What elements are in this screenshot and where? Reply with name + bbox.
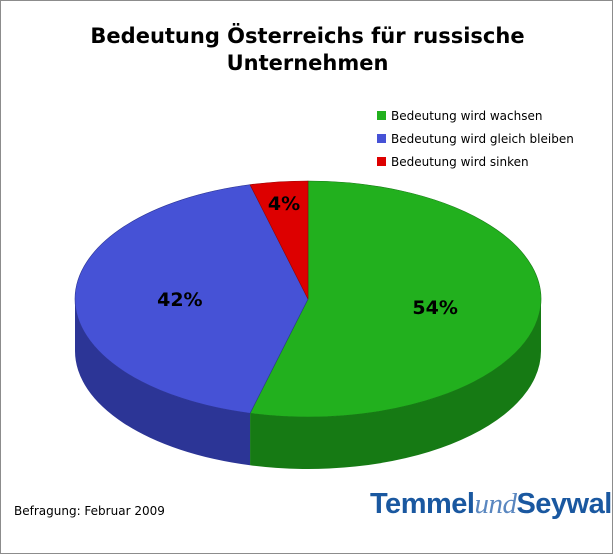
- legend: Bedeutung wird wachsen Bedeutung wird gl…: [377, 104, 574, 173]
- legend-swatch-sinken: [377, 157, 386, 166]
- pie-slice-gleich-bleiben: [74, 184, 309, 414]
- logo-part-1: Temmel: [370, 488, 475, 520]
- company-logo: TemmelundSeywald: [370, 488, 613, 521]
- survey-note: Befragung: Februar 2009: [14, 504, 165, 518]
- legend-label-sinken: Bedeutung wird sinken: [391, 154, 529, 169]
- logo-part-2: und: [474, 488, 517, 520]
- pie-side-wachsen: [250, 299, 542, 469]
- legend-label-wachsen: Bedeutung wird wachsen: [391, 108, 543, 123]
- legend-label-gleich-bleiben: Bedeutung wird gleich bleiben: [391, 131, 574, 146]
- pie-slice-wachsen: [249, 180, 542, 418]
- data-labels: 54% 42% 4%: [157, 193, 458, 319]
- legend-swatch-gleich-bleiben: [377, 134, 386, 143]
- pie-top: [74, 180, 542, 418]
- legend-item-gleich-bleiben: Bedeutung wird gleich bleiben: [377, 127, 574, 150]
- data-label-wachsen: 54%: [412, 297, 457, 319]
- pie-sides: [75, 299, 542, 469]
- chart-title: Bedeutung Österreichs für russische Unte…: [1, 23, 613, 77]
- chart-title-line-2: Unternehmen: [226, 51, 389, 75]
- legend-item-sinken: Bedeutung wird sinken: [377, 150, 574, 173]
- pie-slice-sinken: [249, 180, 309, 300]
- logo-part-3: Seywald: [516, 488, 613, 520]
- legend-item-wachsen: Bedeutung wird wachsen: [377, 104, 574, 127]
- data-label-sinken: 4%: [268, 193, 300, 215]
- chart-title-line-1: Bedeutung Österreichs für russische: [90, 24, 525, 48]
- legend-swatch-wachsen: [377, 111, 386, 120]
- data-label-gleich-bleiben: 42%: [157, 289, 202, 311]
- pie-side-gleich-bleiben: [75, 299, 251, 466]
